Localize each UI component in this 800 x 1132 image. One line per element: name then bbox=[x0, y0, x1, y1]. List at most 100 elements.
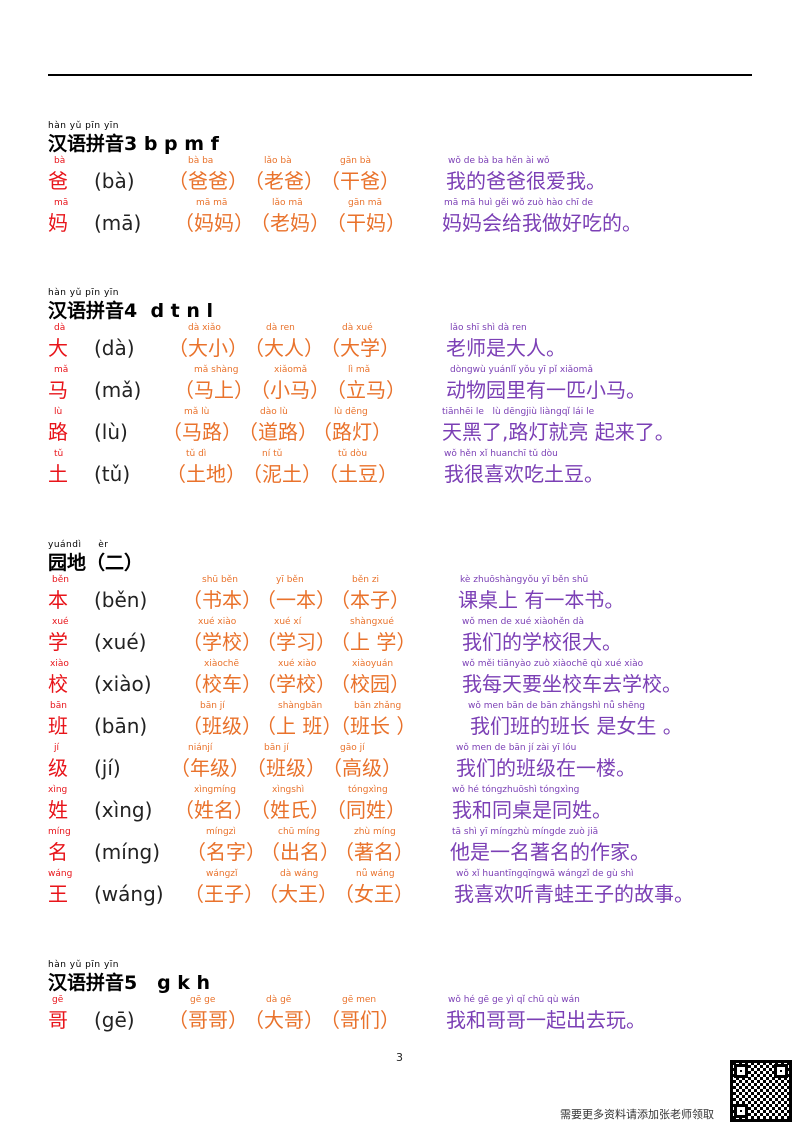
word: （大学） bbox=[320, 336, 400, 360]
word-pinyin: mā mā bbox=[196, 198, 228, 208]
word-pinyin: dà gē bbox=[266, 995, 292, 1005]
word: （马路） bbox=[162, 420, 242, 444]
word-pinyin: niánjí bbox=[188, 743, 213, 753]
list-item: wáng 王 (wáng) wángzǐ （王子） dà wáng （大王） n… bbox=[48, 869, 768, 911]
char-reading: (jí) bbox=[94, 756, 121, 780]
word: （校园） bbox=[330, 672, 410, 696]
list-item: dà 大 (dà) dà xiǎo （大小） dà ren （大人） dà xu… bbox=[48, 323, 768, 365]
sentence: 我们班的班长 是女生 。 bbox=[470, 714, 683, 738]
sentence-pinyin: wǒ de bà ba hěn ài wǒ bbox=[448, 156, 550, 166]
word-pinyin: dà xiǎo bbox=[188, 323, 221, 333]
sentence: 我们的班级在一楼。 bbox=[456, 756, 636, 780]
word: （路灯） bbox=[312, 420, 392, 444]
char-reading: (wáng) bbox=[94, 882, 164, 906]
char-pinyin: mā bbox=[54, 198, 69, 208]
word: （王子） bbox=[184, 882, 264, 906]
section-title: 汉语拼音5 g k h bbox=[48, 972, 211, 994]
char-reading: (gē) bbox=[94, 1008, 135, 1032]
section-pinyin-3: hàn yǔ pīn yīn 汉语拼音3 b p m f bà 爸 (bà) b… bbox=[48, 120, 768, 240]
word-pinyin: lì mǎ bbox=[348, 365, 371, 375]
word-pinyin: bān zhǎng bbox=[354, 701, 402, 711]
word-pinyin: bān jí bbox=[264, 743, 289, 753]
word-pinyin: gē men bbox=[342, 995, 377, 1005]
list-item: gē 哥 (gē) gē ge （哥哥） dà gē （大哥） gē men （… bbox=[48, 995, 768, 1037]
char: 名 bbox=[48, 840, 68, 864]
word: （班长 ） bbox=[330, 714, 417, 738]
list-item: mā 妈 (mā) mā mā （妈妈） lǎo mā （老妈） gān mā … bbox=[48, 198, 768, 240]
word-pinyin: tǔ dì bbox=[186, 449, 207, 459]
list-item: jí 级 (jí) niánjí （年级） bān jí （班级） gāo jí… bbox=[48, 743, 768, 785]
list-item: xué 学 (xué) xué xiào （学校） xué xí （学习） sh… bbox=[48, 617, 768, 659]
sentence-pinyin: lǎo shī shì dà ren bbox=[450, 323, 527, 333]
word: （同姓） bbox=[326, 798, 406, 822]
char-pinyin: bān bbox=[50, 701, 67, 711]
word: （土地） bbox=[166, 462, 246, 486]
word: （校车） bbox=[182, 672, 262, 696]
word: （妈妈） bbox=[174, 211, 254, 235]
sentence: 他是一名著名的作家。 bbox=[450, 840, 650, 864]
char-reading: (míng) bbox=[94, 840, 161, 864]
char-pinyin: lù bbox=[54, 407, 63, 417]
word: （上 班） bbox=[256, 714, 343, 738]
list-item: xìng 姓 (xìng) xìngmíng （姓名） xìngshì （姓氏）… bbox=[48, 785, 768, 827]
char-pinyin: mǎ bbox=[54, 365, 69, 375]
char: 马 bbox=[48, 378, 68, 402]
char-pinyin: wáng bbox=[48, 869, 73, 879]
sentence-pinyin: wǒ men bān de bān zhǎngshì nǚ shēng bbox=[468, 701, 646, 711]
char: 校 bbox=[48, 672, 68, 696]
char-reading: (běn) bbox=[94, 588, 148, 612]
char-reading: (xiào) bbox=[94, 672, 152, 696]
char: 妈 bbox=[48, 211, 68, 235]
list-item: mǎ 马 (mǎ) mǎ shàng （马上） xiǎomǎ （小马） lì m… bbox=[48, 365, 768, 407]
char-reading: (dà) bbox=[94, 336, 135, 360]
sentence: 我很喜欢吃土豆。 bbox=[444, 462, 604, 486]
word: （年级） bbox=[170, 756, 250, 780]
word: （姓氏） bbox=[250, 798, 330, 822]
char-reading: (xué) bbox=[94, 630, 147, 654]
word: （名字） bbox=[186, 840, 266, 864]
word-pinyin: xìngshì bbox=[272, 785, 305, 795]
word: （班级） bbox=[182, 714, 262, 738]
word: （著名） bbox=[334, 840, 414, 864]
word-pinyin: mǎ lù bbox=[184, 407, 210, 417]
char-reading: (mā) bbox=[94, 211, 142, 235]
sentence-pinyin: wǒ měi tiānyào zuò xiàochē qù xué xiào bbox=[462, 659, 644, 669]
char-pinyin: dà bbox=[54, 323, 66, 333]
char-pinyin: jí bbox=[54, 743, 60, 753]
char: 大 bbox=[48, 336, 68, 360]
word-pinyin: dà wáng bbox=[280, 869, 319, 879]
section-pinyin: hàn yǔ pīn yīn bbox=[48, 121, 119, 131]
word: （干爸） bbox=[320, 169, 400, 193]
word-pinyin: zhù míng bbox=[354, 827, 396, 837]
sentence: 妈妈会给我做好吃的。 bbox=[442, 211, 642, 235]
section-yuandi-2: yuándì èr 园地（二） běn 本 (běn) shū běn （书本）… bbox=[48, 539, 768, 911]
char-pinyin: míng bbox=[48, 827, 71, 837]
sentence: 老师是大人。 bbox=[446, 336, 566, 360]
char: 王 bbox=[48, 882, 68, 906]
word: （班级） bbox=[246, 756, 326, 780]
sentence: 我和哥哥一起出去玩。 bbox=[446, 1008, 646, 1032]
sentence-pinyin: wǒ xǐ huantīngqīngwā wángzǐ de gù shì bbox=[456, 869, 634, 879]
word: （高级） bbox=[322, 756, 402, 780]
word-pinyin: xué xí bbox=[274, 617, 302, 627]
sentence: 我每天要坐校车去学校。 bbox=[462, 672, 682, 696]
list-item: tǔ 土 (tǔ) tǔ dì （土地） ní tǔ （泥土） tǔ dòu （… bbox=[48, 449, 768, 491]
list-item: míng 名 (míng) míngzì （名字） chū míng （出名） … bbox=[48, 827, 768, 869]
word: （马上） bbox=[174, 378, 254, 402]
section-title: 园地（二） bbox=[48, 552, 144, 574]
word-pinyin: xué xiào bbox=[278, 659, 317, 669]
section-pinyin-5: hàn yǔ pīn yīn 汉语拼音5 g k h gē 哥 (gē) gē … bbox=[48, 959, 768, 1037]
sentence: 课桌上 有一本书。 bbox=[458, 588, 625, 612]
word-pinyin: míngzì bbox=[206, 827, 236, 837]
word: （立马） bbox=[326, 378, 406, 402]
sentence-pinyin: wǒ hé gē ge yì qǐ chū qù wán bbox=[448, 995, 580, 1005]
page-number: 3 bbox=[396, 1051, 403, 1064]
word-pinyin: xiàoyuán bbox=[352, 659, 394, 669]
word-pinyin: xiàochē bbox=[204, 659, 240, 669]
sentence: 动物园里有一匹小马。 bbox=[446, 378, 646, 402]
section-pinyin-4: hàn yǔ pīn yīn 汉语拼音4 d t n l dà 大 (dà) d… bbox=[48, 287, 768, 491]
char: 级 bbox=[48, 756, 68, 780]
word: （大小） bbox=[168, 336, 248, 360]
qr-code-icon bbox=[730, 1060, 792, 1122]
char: 本 bbox=[48, 588, 68, 612]
